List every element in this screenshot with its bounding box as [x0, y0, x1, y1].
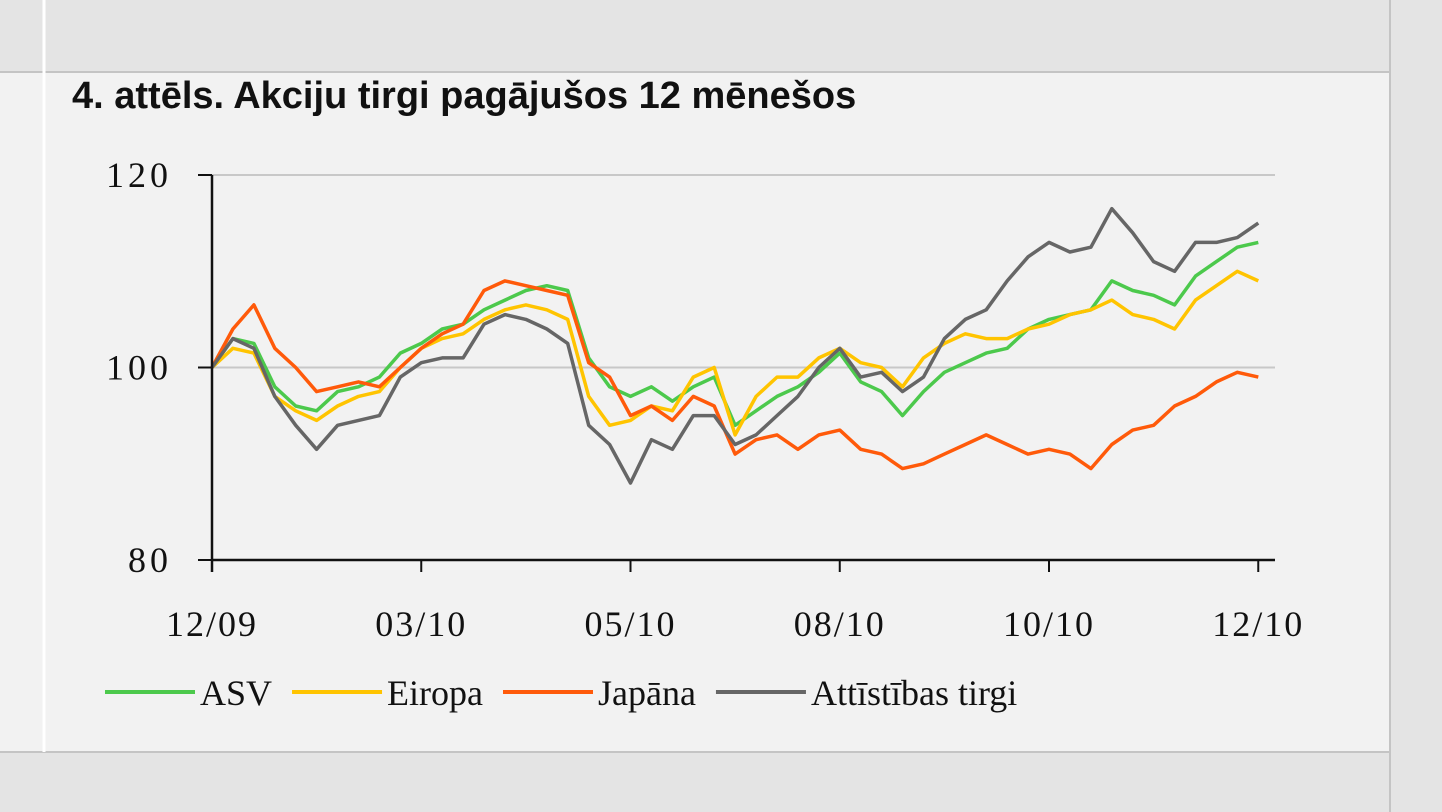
x-tick-label: 05/10	[584, 604, 676, 644]
legend-label: ASV	[200, 673, 272, 713]
chart: 80 100 120 12/09 03/10 05/10 08/10 10/10 12/10 AS…	[105, 155, 1304, 713]
x-tick-label: 10/10	[1003, 604, 1095, 644]
legend-label: Eiropa	[387, 673, 483, 713]
series-line	[210, 269, 1260, 437]
y-tick-label: 80	[128, 540, 172, 580]
x-tick-label: 12/10	[1212, 604, 1304, 644]
legend-label: Attīstības tirgi	[811, 673, 1017, 713]
y-tick-label: 120	[106, 155, 172, 195]
x-tick-label: 08/10	[794, 604, 886, 644]
x-tick-label: 12/09	[166, 604, 258, 644]
chart-title: 4. attēls. Akciju tirgi pagājušos 12 mēn…	[72, 75, 856, 117]
x-tick-label: 03/10	[375, 604, 467, 644]
y-tick-label: 100	[106, 348, 172, 388]
panel	[0, 72, 1390, 752]
legend-label: Japāna	[598, 673, 696, 713]
series-line	[210, 206, 1260, 485]
series-line	[210, 279, 1259, 471]
